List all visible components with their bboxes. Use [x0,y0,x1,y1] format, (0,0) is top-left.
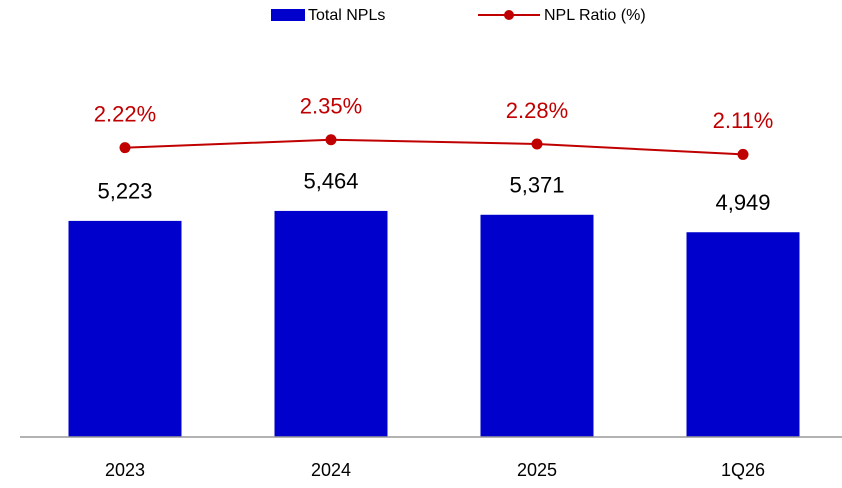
bar [68,220,182,437]
x-tick-label: 2024 [311,460,351,480]
bar [274,210,388,437]
line [124,138,744,156]
line-marker [531,138,543,150]
bar-value-label: 4,949 [715,190,770,215]
legend-label: Total NPLs [308,7,385,24]
line-value-label: 2.11% [713,108,774,133]
bar [686,232,800,437]
x-tick-label: 1Q26 [721,460,765,480]
bar-value-label: 5,371 [509,173,564,198]
line-marker [737,148,749,160]
line-value-label: 2.28% [506,98,568,123]
bar-value-label: 5,223 [97,179,152,204]
legend-label: NPL Ratio (%) [544,7,646,24]
line-marker [119,142,131,154]
line-marker [325,134,337,146]
x-tick-label: 2025 [517,460,557,480]
bar-value-label: 5,464 [303,169,358,194]
bar [480,214,594,437]
x-tick-label: 2023 [105,460,145,480]
legend-swatch [271,9,305,21]
line-value-label: 2.22% [94,101,156,126]
line-value-label: 2.35% [300,94,362,119]
legend-marker [504,10,514,20]
